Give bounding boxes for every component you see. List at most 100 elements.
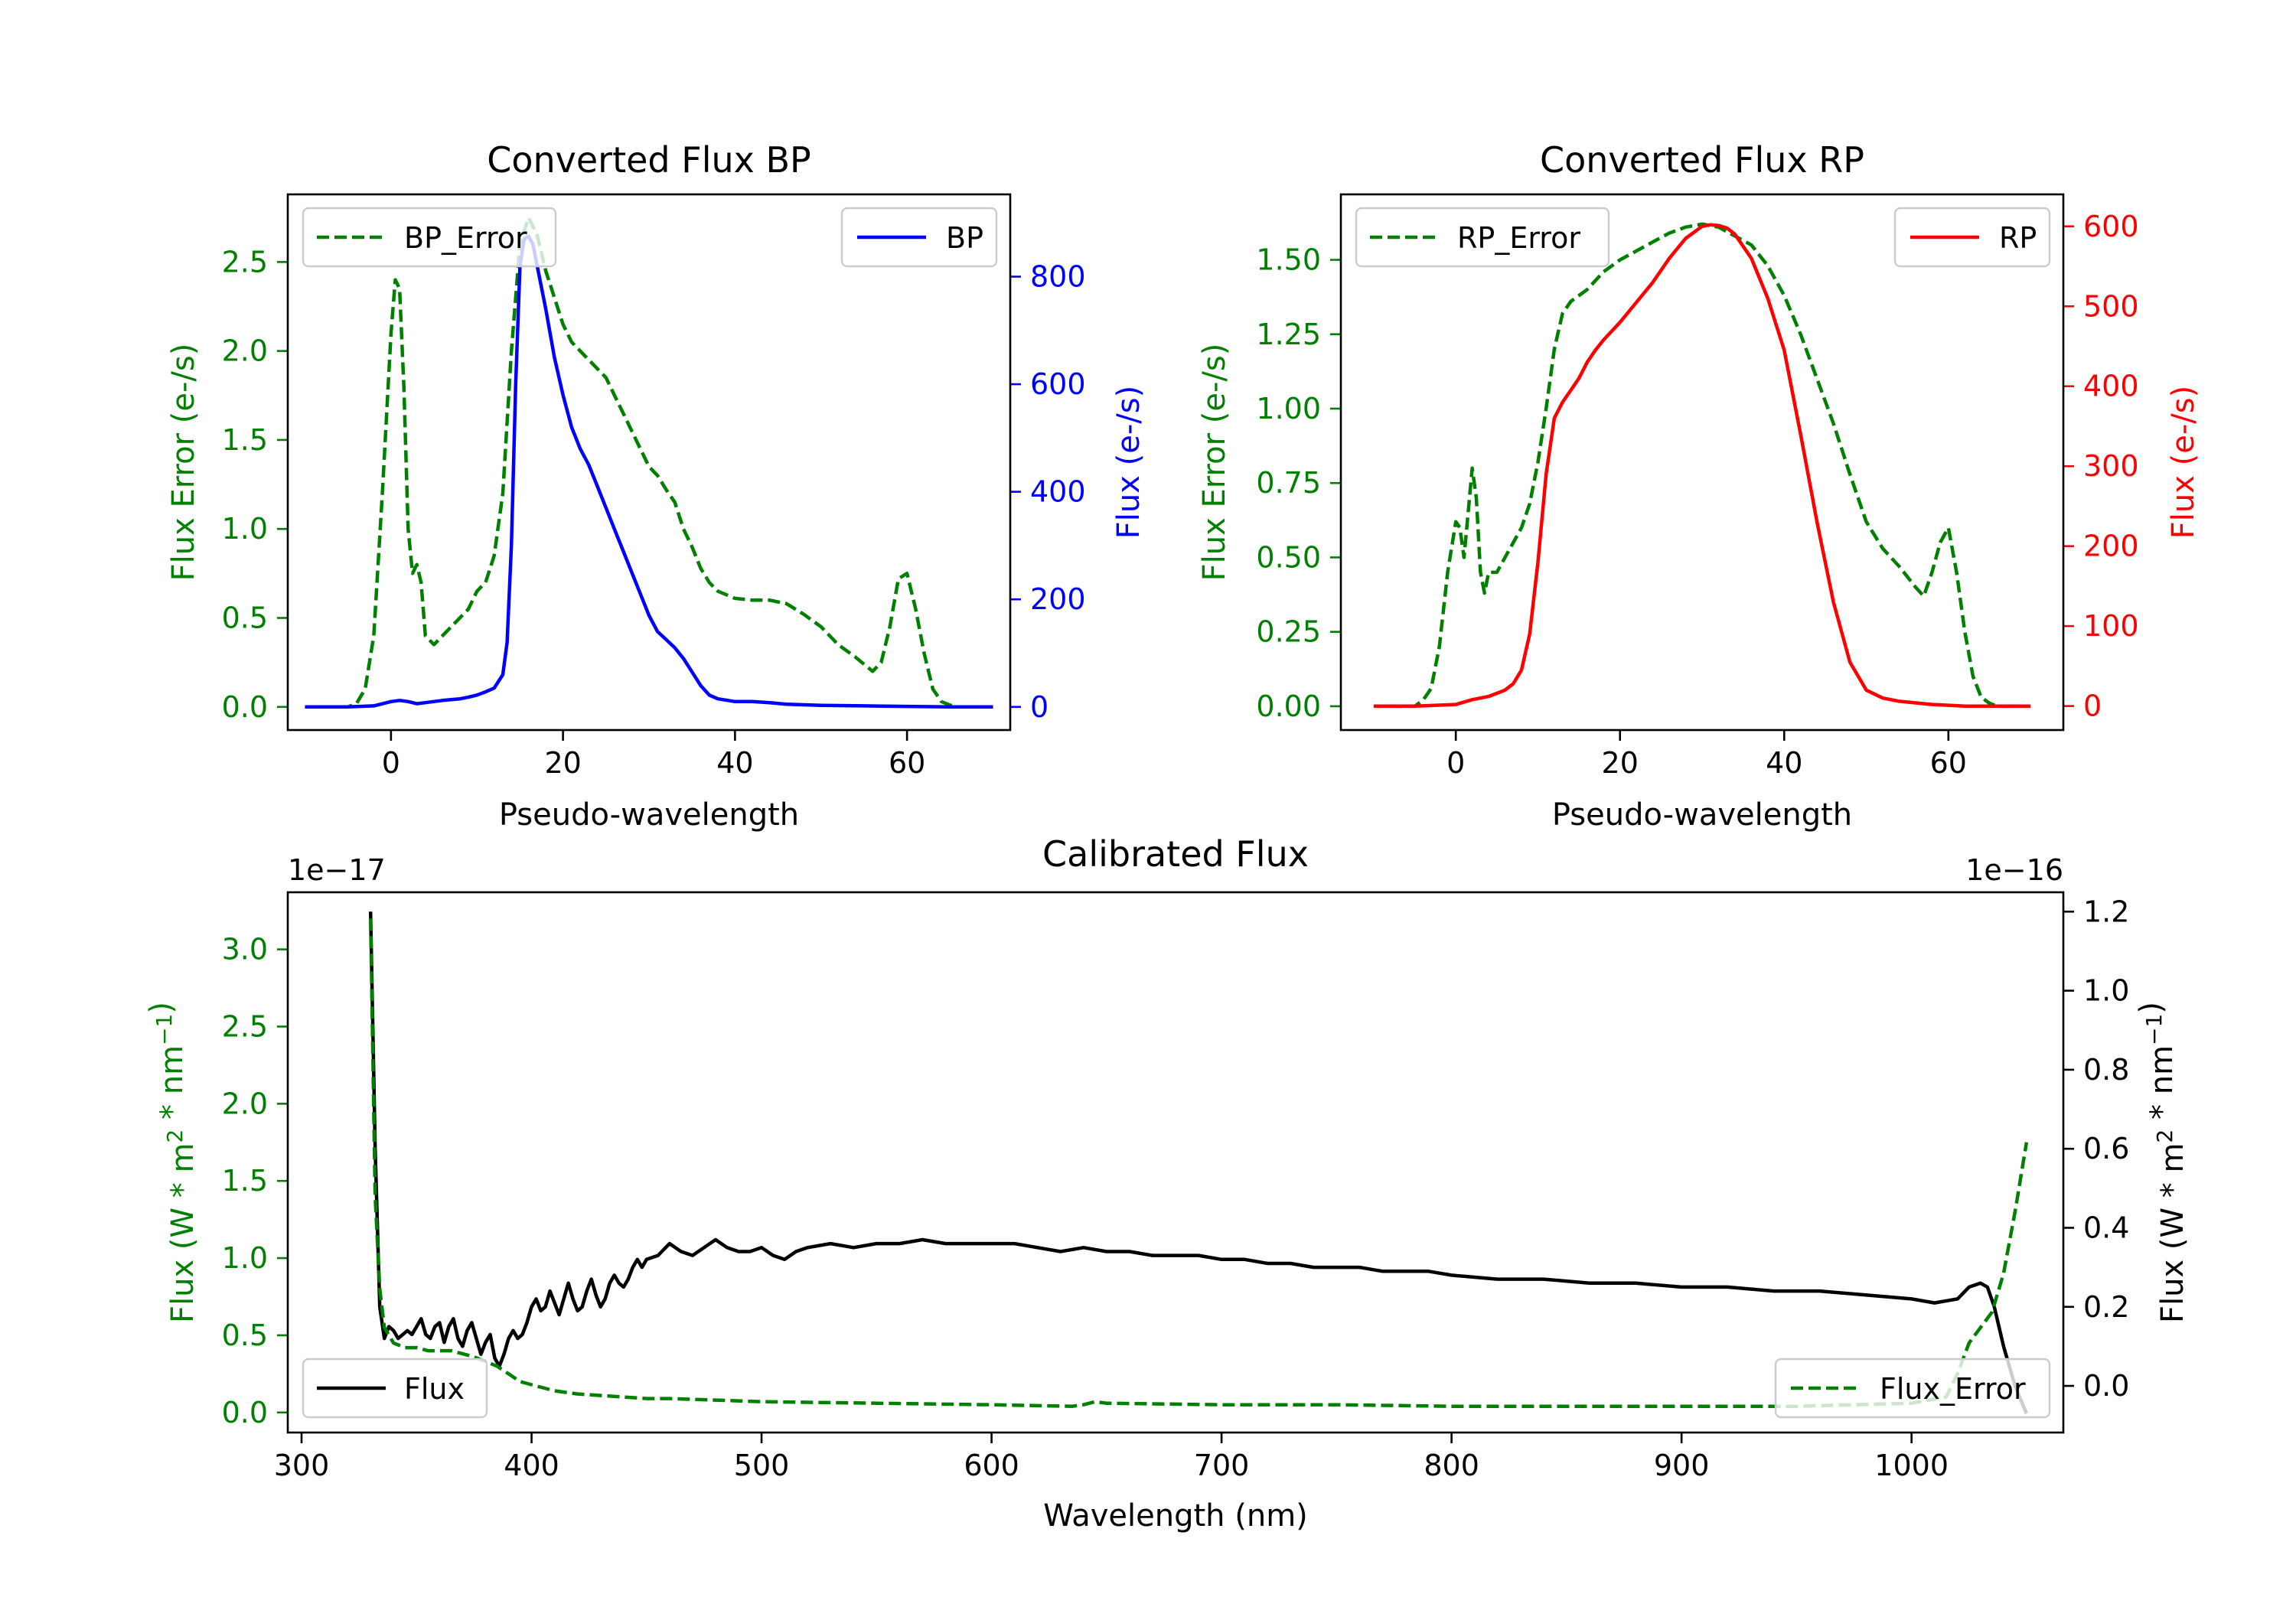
cal-ytick-right-label: 0.8 <box>2083 1053 2129 1087</box>
bp-xtick-label: 20 <box>544 746 581 780</box>
rp-ylabel-right: Flux (e-/s) <box>2166 386 2201 539</box>
cal-xtick-label: 600 <box>964 1449 1019 1482</box>
cal-ylabel-left: Flux (W * m2 * nm−1) <box>144 1002 201 1323</box>
cal-xlabel: Wavelength (nm) <box>1043 1498 1308 1534</box>
bp-series-bp-error <box>305 215 993 709</box>
rp-ytick-right-label: 400 <box>2083 370 2139 403</box>
rp-curves <box>1373 222 2031 709</box>
rp-xtick-label: 20 <box>1602 746 1639 780</box>
cal-ticks: 300 400 500 600 700 800 900 1000 0.0 0.5 1.0 1.5 2.0… <box>222 895 2130 1482</box>
rp-ytick-left-label: 1.00 <box>1256 392 1321 425</box>
cal-legend-error-box <box>1774 1358 2051 1419</box>
cal-legend-flux: Flux <box>302 1358 488 1419</box>
rp-ytick-left-label: 1.50 <box>1256 243 1321 277</box>
bp-ytick-left-label: 1.0 <box>222 512 268 546</box>
panel-bp: Converted Flux BP 0 20 40 60 0.0 0.5 1.0 1.5 2.0… <box>166 139 1146 833</box>
rp-legend-error-label: RP_Error <box>1457 221 1580 255</box>
bp-xtick-label: 60 <box>889 746 925 780</box>
rp-ytick-right-label: 600 <box>2083 210 2139 243</box>
rp-ticks: 0 20 40 60 0.00 0.25 0.50 0.75 1.00 1.25 1.50 0 100 2… <box>1256 210 2138 780</box>
bp-xlabel: Pseudo-wavelength <box>499 797 799 833</box>
rp-legend-flux-label: RP <box>1999 221 2037 255</box>
cal-offset-left: 1e−17 <box>288 853 386 887</box>
cal-ytick-left-label: 3.0 <box>222 933 268 966</box>
rp-ytick-right-label: 200 <box>2083 530 2139 563</box>
cal-xtick-label: 500 <box>734 1449 790 1482</box>
rp-xtick-label: 0 <box>1446 746 1465 780</box>
bp-ytick-right-label: 800 <box>1030 260 1086 294</box>
bp-curves <box>305 215 993 709</box>
rp-ytick-left-label: 1.25 <box>1256 318 1321 351</box>
rp-ytick-left-label: 0.25 <box>1256 615 1321 649</box>
bp-xtick-label: 0 <box>382 746 400 780</box>
bp-ytick-right-label: 200 <box>1030 582 1086 616</box>
rp-xtick-label: 40 <box>1766 746 1802 780</box>
cal-ytick-right-label: 1.2 <box>2083 895 2129 928</box>
cal-ylabel-right: Flux (W * m2 * nm−1) <box>2134 1002 2190 1323</box>
bp-series-bp <box>305 234 993 709</box>
cal-xtick-label: 400 <box>504 1449 559 1482</box>
bp-ytick-left-label: 2.0 <box>222 334 268 368</box>
rp-legend-error-box <box>1355 207 1610 268</box>
cal-title: Calibrated Flux <box>1042 833 1309 875</box>
rp-ytick-right-label: 500 <box>2083 289 2139 323</box>
bp-ylabel-left: Flux Error (e-/s) <box>166 344 201 582</box>
bp-axes-frame <box>286 193 1012 732</box>
cal-legend-flux-label: Flux <box>404 1372 465 1406</box>
cal-xtick-label: 700 <box>1194 1449 1250 1482</box>
rp-xtick-label: 60 <box>1930 746 1967 780</box>
cal-ytick-left-label: 2.5 <box>222 1009 268 1043</box>
rp-ytick-right-label: 100 <box>2083 609 2139 643</box>
bp-title: Converted Flux BP <box>487 139 811 181</box>
rp-ytick-right-label: 300 <box>2083 449 2139 483</box>
cal-ytick-left-label: 0.0 <box>222 1396 268 1429</box>
bp-legend-error: BP_Error <box>302 207 557 268</box>
bp-ytick-right-label: 600 <box>1030 367 1086 401</box>
cal-series-flux <box>368 911 2028 1415</box>
cal-offset-right: 1e−16 <box>1965 853 2063 887</box>
cal-curves <box>368 911 2029 1415</box>
cal-ytick-right-label: 0.2 <box>2083 1290 2129 1324</box>
cal-ytick-right-label: 0.6 <box>2083 1132 2129 1165</box>
panel-rp: Converted Flux RP 0 20 40 60 0.00 0.25 0.50 0.7… <box>1197 139 2201 833</box>
cal-legend-error: Flux_Error <box>1774 1358 2051 1419</box>
bp-ytick-right-label: 400 <box>1030 475 1086 509</box>
cal-ytick-left-label: 1.5 <box>222 1164 268 1198</box>
cal-ytick-left-label: 0.5 <box>222 1319 268 1352</box>
cal-series-flux-error <box>368 918 2029 1408</box>
cal-axes-frame <box>286 891 2065 1434</box>
rp-ytick-right-label: 0 <box>2083 689 2102 723</box>
cal-xtick-label: 300 <box>274 1449 330 1482</box>
rp-axes-frame <box>1339 193 2065 732</box>
cal-ytick-right-label: 1.0 <box>2083 974 2129 1008</box>
rp-xlabel: Pseudo-wavelength <box>1552 797 1852 833</box>
bp-ylabel-right: Flux (e-/s) <box>1111 386 1146 539</box>
rp-ytick-left-label: 0.75 <box>1256 466 1321 500</box>
rp-ytick-left-label: 0.50 <box>1256 540 1321 574</box>
rp-ylabel-left: Flux Error (e-/s) <box>1197 344 1232 582</box>
bp-ytick-left-label: 1.5 <box>222 423 268 457</box>
bp-ytick-left-label: 2.5 <box>222 245 268 279</box>
bp-xtick-label: 40 <box>716 746 753 780</box>
cal-legend-error-label: Flux_Error <box>1880 1372 2026 1406</box>
cal-ytick-left-label: 2.0 <box>222 1087 268 1120</box>
bp-ytick-left-label: 0.0 <box>222 690 268 724</box>
bp-legend-error-label: BP_Error <box>404 221 527 255</box>
cal-xtick-label: 1000 <box>1874 1449 1949 1482</box>
bp-legend-flux-label: BP <box>946 221 983 255</box>
rp-legend-error: RP_Error <box>1355 207 1610 268</box>
cal-ytick-left-label: 1.0 <box>222 1241 268 1275</box>
rp-legend-flux: RP <box>1893 207 2051 268</box>
bp-ytick-left-label: 0.5 <box>222 601 268 634</box>
rp-ytick-left-label: 0.00 <box>1256 689 1321 723</box>
rp-title: Converted Flux RP <box>1540 139 1864 181</box>
bp-ytick-right-label: 0 <box>1030 690 1049 724</box>
panel-calibrated: Calibrated Flux 1e−17 1e−16 300 400 500 600… <box>144 833 2190 1534</box>
bp-legend-error-box <box>302 207 557 268</box>
rp-series-rp <box>1373 223 2031 708</box>
cal-xtick-label: 800 <box>1424 1449 1479 1482</box>
bp-legend-flux: BP <box>840 207 998 268</box>
bp-ticks: 0 20 40 60 0.0 0.5 1.0 1.5 2.0 2.5 0 200 400 600 800 <box>222 245 1086 780</box>
cal-xtick-label: 900 <box>1654 1449 1710 1482</box>
